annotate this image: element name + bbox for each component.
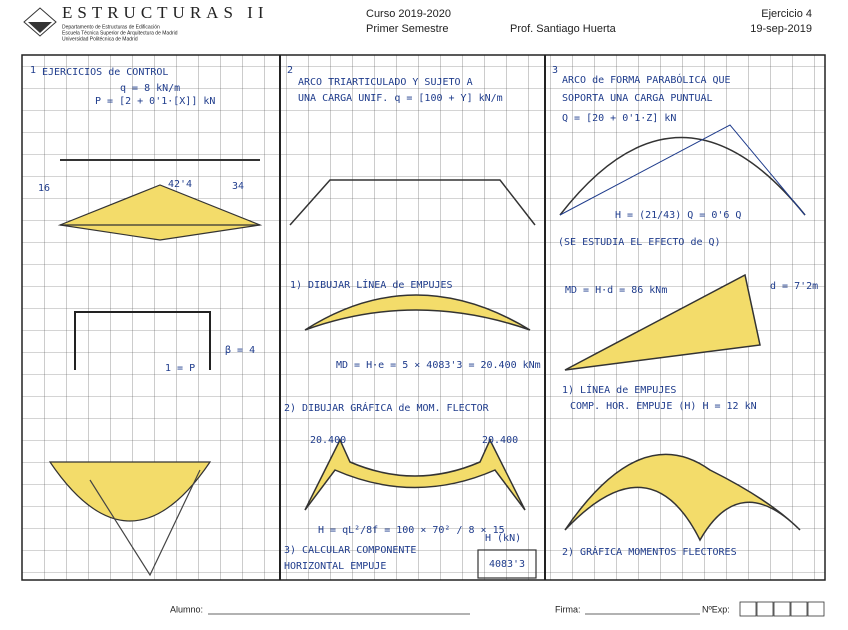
note: MD = H·e = 5 × 4083'3 = 20.400 kNm bbox=[336, 360, 541, 371]
file-number-boxes bbox=[739, 601, 825, 617]
professor: Prof. Santiago Huerta bbox=[510, 23, 617, 35]
note: d = 7'2m bbox=[770, 281, 818, 292]
note: ARCO TRIARTICULADO Y SUJETO A bbox=[298, 77, 473, 88]
note: 16 bbox=[38, 183, 50, 194]
note: q = 8 kN/m bbox=[120, 83, 180, 94]
panel-1-drawings bbox=[48, 159, 263, 577]
footer: Alumno: Firma: NºExp: bbox=[170, 601, 825, 617]
note: MD = H·d = 86 kNm bbox=[565, 285, 667, 296]
panel-number: 3 bbox=[552, 65, 558, 76]
note: 4083'3 bbox=[489, 559, 525, 570]
date: 19-sep-2019 bbox=[750, 23, 812, 35]
panel-2-drawings bbox=[289, 179, 537, 579]
note: 2) GRÁFICA MOMENTOS FLECTORES bbox=[562, 545, 737, 558]
note: SOPORTA UNA CARGA PUNTUAL bbox=[562, 93, 713, 104]
note: 20.400 bbox=[310, 435, 346, 446]
note: HORIZONTAL EMPUJE bbox=[284, 561, 386, 572]
dept-line: Universidad Politécnica de Madrid bbox=[62, 36, 138, 42]
note: 1 = P bbox=[165, 363, 195, 374]
logo bbox=[23, 7, 57, 37]
panel-number: 1 bbox=[30, 65, 36, 76]
note: 1) DIBUJAR LÍNEA de EMPUJES bbox=[290, 278, 453, 291]
panel-3-drawings bbox=[559, 124, 806, 542]
semester: Primer Semestre bbox=[366, 23, 449, 35]
file-number-label: NºExp: bbox=[702, 604, 730, 614]
note: UNA CARGA UNIF. q = [100 + Y] kN/m bbox=[298, 93, 503, 104]
logo-title: ESTRUCTURAS II bbox=[62, 3, 268, 22]
dept-line: Escuela Técnica Superior de Arquitectura… bbox=[62, 30, 178, 36]
note: H = qL²/8f = 100 × 70² / 8 × 15 bbox=[318, 525, 505, 536]
exercise: Ejercicio 4 bbox=[761, 8, 812, 20]
note: ARCO de FORMA PARABÓLICA QUE bbox=[562, 73, 731, 86]
note: 1) LÍNEA de EMPUJES bbox=[562, 383, 676, 396]
note: 2) DIBUJAR GRÁFICA de MOM. FLECTOR bbox=[284, 401, 490, 414]
note: H = (21/43) Q = 0'6 Q bbox=[615, 210, 741, 221]
note: EJERCICIOS de CONTROL bbox=[42, 67, 168, 78]
dept-line: Departamento de Estructuras de Edificaci… bbox=[62, 24, 160, 30]
panel-number: 2 bbox=[287, 65, 293, 76]
note: P = [2 + 0'1·[X]] kN bbox=[95, 96, 215, 107]
note: β = 4 bbox=[225, 345, 255, 356]
note: H (kN) bbox=[485, 533, 521, 544]
header: ESTRUCTURAS II Departamento de Estructur… bbox=[23, 3, 812, 42]
note: Q = [20 + 0'1·Z] kN bbox=[562, 113, 676, 124]
signature-label: Firma: bbox=[555, 604, 581, 614]
note: (SE ESTUDIA EL EFECTO de Q) bbox=[558, 237, 721, 248]
note: COMP. HOR. EMPUJE (H) H = 12 kN bbox=[570, 401, 757, 412]
note: 20.400 bbox=[482, 435, 518, 446]
course: Curso 2019-2020 bbox=[366, 8, 451, 20]
student-label: Alumno: bbox=[170, 604, 203, 614]
note: 42'4 bbox=[168, 179, 192, 190]
note: 34 bbox=[232, 181, 244, 192]
note: 3) CALCULAR COMPONENTE bbox=[284, 545, 416, 556]
